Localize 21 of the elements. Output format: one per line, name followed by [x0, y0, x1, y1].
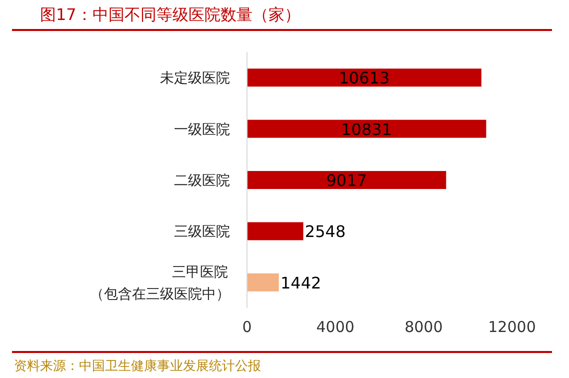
y-tick-label: 三级医院 [174, 224, 230, 240]
y-tick-label: 一级医院 [174, 122, 230, 138]
x-tick-label: 0 [242, 318, 252, 336]
y-tick-label: 二级医院 [174, 173, 230, 189]
data-label: 2548 [304, 222, 346, 242]
bar [247, 120, 486, 138]
text: 资料来源：中国卫生健康事业发展统计公报 [14, 359, 261, 374]
data-label: 1442 [280, 273, 322, 292]
chart-title: 图17：中国不同等级医院数量（家） [40, 5, 300, 24]
x-tick-label: 8000 [404, 318, 443, 336]
data-label: 10831 [341, 120, 392, 139]
y-tick-label: 未定级医院 [160, 70, 230, 87]
bar [247, 222, 304, 240]
data-label: 10613 [338, 68, 390, 88]
bar [247, 68, 482, 87]
x-tick-label: 12000 [488, 318, 536, 336]
x-tick-label: 4000 [316, 318, 354, 336]
bar [247, 171, 446, 189]
bar [247, 273, 279, 292]
y-tick-label: 三甲医院（包含在三级医院中） [90, 264, 230, 302]
data-label: 9017 [326, 171, 367, 190]
